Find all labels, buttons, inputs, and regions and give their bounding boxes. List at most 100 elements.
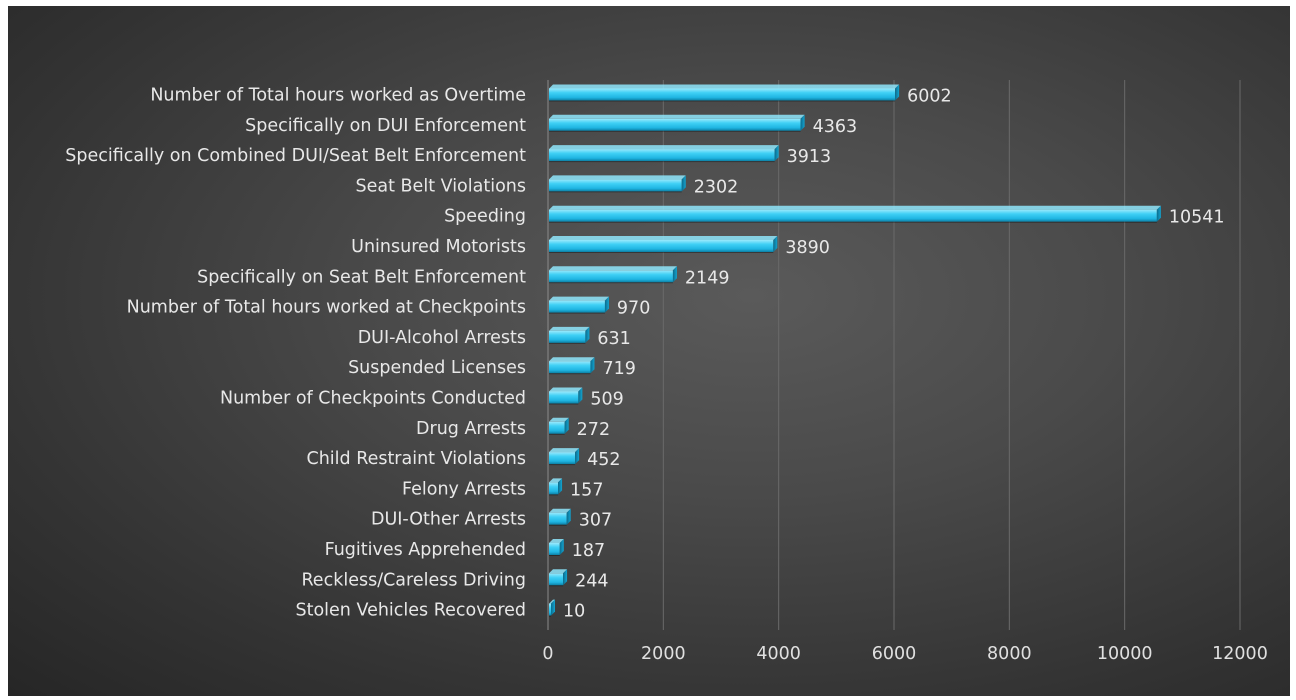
bar-top-face (549, 236, 778, 240)
bar-front-face (549, 330, 586, 343)
bar (549, 448, 580, 466)
x-tick-label: 2000 (641, 644, 686, 664)
x-tick-label: 4000 (756, 644, 801, 664)
bar-front-face (549, 573, 564, 586)
value-label: 3890 (785, 238, 830, 258)
bar-front-face (549, 543, 560, 555)
bar-end-cap (672, 266, 677, 283)
x-axis-ticks: 0 2000 4000 6000 8000 10000 12000 (542, 644, 1267, 664)
bar (549, 326, 590, 344)
gridlines (547, 80, 1241, 630)
value-label: 719 (602, 359, 635, 379)
value-label: 10 (563, 602, 585, 622)
bar-end-cap (551, 599, 555, 616)
value-label: 10541 (1169, 208, 1225, 228)
bar-front-face (549, 240, 774, 252)
bar-end-cap (563, 569, 568, 586)
value-label: 2302 (694, 177, 739, 197)
category-label: Uninsured Motorists (351, 237, 526, 257)
bar-top-face (549, 145, 779, 150)
bar-end-cap (566, 508, 571, 525)
value-label: 4363 (813, 117, 858, 137)
bar-front-face (549, 452, 576, 465)
bar-front-face (549, 209, 1157, 222)
chart-area: 0 2000 4000 6000 8000 10000 12000 Number of To… (8, 6, 1290, 696)
bar (549, 539, 564, 556)
value-label: 187 (572, 541, 605, 561)
category-label: Number of Total hours worked as Overtime (150, 86, 526, 106)
value-label: 244 (575, 571, 608, 591)
value-label: 452 (587, 450, 620, 470)
bar-top-face (549, 296, 609, 301)
bar (549, 357, 595, 375)
bar-end-cap (559, 539, 564, 555)
value-label: 3913 (787, 147, 832, 167)
category-label: Specifically on Combined DUI/Seat Belt E… (65, 146, 526, 166)
bar-top-face (549, 357, 595, 362)
bar (549, 296, 609, 314)
bar (549, 478, 563, 496)
category-label: Number of Checkpoints Conducted (220, 389, 526, 409)
bar (549, 145, 779, 163)
bar (549, 417, 569, 435)
value-label: 2149 (685, 268, 730, 288)
bar-front-face (549, 88, 896, 101)
bar-top-face (549, 508, 571, 513)
category-labels: Number of Total hours worked as Overtime… (65, 86, 526, 621)
bar-front-face (549, 270, 673, 283)
category-label: Seat Belt Violations (356, 176, 526, 196)
bar-end-cap (774, 145, 779, 162)
category-label: Drug Arrests (416, 419, 526, 439)
bar-top-face (549, 266, 677, 271)
bar-front-face (549, 118, 801, 131)
category-label: DUI-Alcohol Arrests (358, 328, 526, 348)
category-label: Number of Total hours worked at Checkpoi… (127, 298, 526, 318)
bar (549, 175, 686, 193)
category-label: Speeding (444, 207, 526, 227)
bar-top-face (549, 84, 900, 89)
bar-front-face (549, 179, 682, 192)
bar (549, 599, 555, 617)
bar-top-face (549, 478, 563, 483)
category-label: Specifically on DUI Enforcement (245, 116, 526, 136)
bar-front-face (549, 603, 551, 616)
bar-end-cap (564, 417, 569, 434)
x-tick-label: 12000 (1212, 644, 1268, 664)
bar-end-cap (590, 357, 595, 374)
bar-end-cap (578, 387, 583, 404)
x-tick-label: 10000 (1097, 644, 1153, 664)
bar-top-face (549, 175, 686, 180)
category-label: Stolen Vehicles Recovered (296, 601, 527, 621)
bar (549, 236, 778, 253)
category-label: Suspended Licenses (348, 358, 526, 378)
bar (549, 508, 571, 526)
bar (549, 266, 677, 284)
bar-top-face (549, 599, 555, 604)
bar-top-face (549, 387, 583, 392)
bar-end-cap (1156, 205, 1161, 222)
bar-front-face (549, 361, 591, 374)
value-labels: 6002 4363 3913 2302 10541 3890 2149 970 631 719 50… (563, 87, 1225, 622)
bar-end-cap (604, 296, 609, 313)
bar-end-cap (773, 236, 778, 252)
category-label: DUI-Other Arrests (371, 510, 526, 530)
value-label: 631 (597, 329, 630, 349)
bar-end-cap (575, 448, 580, 465)
bar (549, 387, 583, 405)
category-label: Felony Arrests (402, 479, 526, 499)
bar-end-cap (895, 84, 900, 101)
bar-end-cap (800, 114, 805, 131)
bar-front-face (549, 482, 559, 495)
value-label: 157 (570, 480, 603, 500)
bar-end-cap (558, 478, 563, 495)
bar (549, 84, 900, 102)
x-tick-label: 0 (542, 644, 553, 664)
category-label: Fugitives Apprehended (325, 540, 526, 560)
bar-front-face (549, 149, 775, 162)
bar-end-cap (681, 175, 686, 192)
bar-front-face (549, 512, 567, 525)
bar-front-face (549, 300, 605, 313)
category-label: Child Restraint Violations (306, 449, 526, 469)
bar-top-face (549, 205, 1161, 210)
bar-top-face (549, 448, 580, 453)
